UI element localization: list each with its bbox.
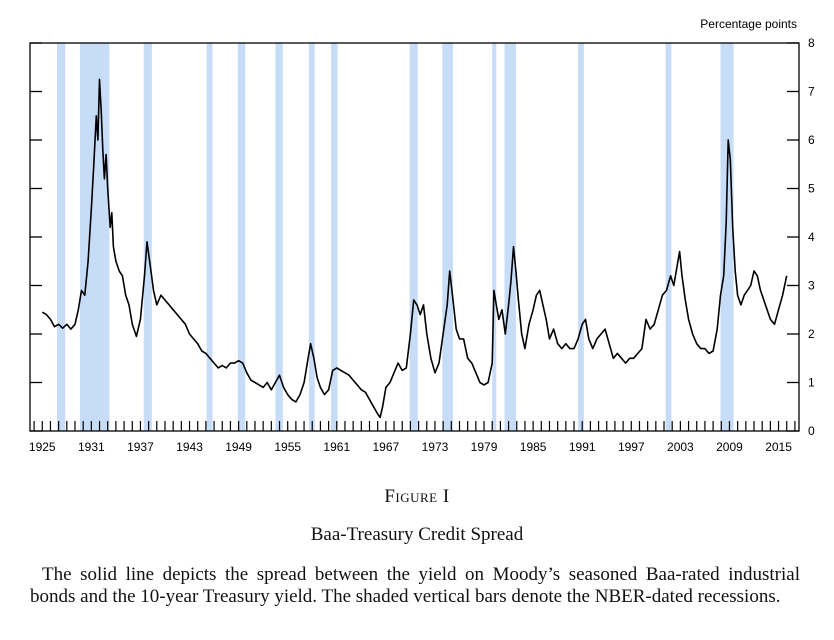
x-tick-label: 1997	[618, 440, 645, 454]
recession-bar-0	[56, 43, 66, 431]
x-tick-label: 1979	[471, 440, 498, 454]
x-tick-label: 2003	[667, 440, 694, 454]
y-tick-label: 0	[808, 424, 815, 438]
recession-bar-6	[308, 43, 315, 431]
y-axis-label: Percentage points	[700, 17, 797, 31]
x-tick-label: 1991	[569, 440, 596, 454]
recession-bar-4	[237, 43, 246, 431]
y-tick-label: 2	[808, 327, 815, 341]
x-tick-label: 1985	[520, 440, 547, 454]
x-axis: 1925 1931 1937 1943 1949 1955 1961 1967 1973 1979…	[29, 421, 796, 454]
y-axis: 0 1 2 3 4 5 6 7 8	[30, 36, 815, 438]
x-tick-label: 2009	[716, 440, 743, 454]
y-tick-label: 3	[808, 279, 815, 293]
y-tick-label: 1	[808, 376, 815, 390]
recession-bar-5	[275, 43, 283, 431]
recession-bar-10	[492, 43, 497, 431]
x-tick-label: 1937	[127, 440, 154, 454]
figure-title: Baa-Treasury Credit Spread	[310, 524, 524, 545]
recession-bar-13	[665, 43, 672, 431]
recession-bar-8	[409, 43, 418, 431]
x-tick-label: 1943	[176, 440, 203, 454]
y-tick-label: 4	[808, 230, 815, 244]
recession-bar-12	[578, 43, 584, 431]
x-tick-label: 1925	[29, 440, 56, 454]
figure-label-text: Figure I	[384, 486, 450, 507]
y-tick-label: 5	[808, 182, 815, 196]
recession-bar-2	[143, 43, 152, 431]
recession-bar-7	[331, 43, 338, 431]
y-tick-label: 7	[808, 85, 815, 99]
recession-bar-9	[442, 43, 453, 431]
figure-description: The solid line depicts the spread betwee…	[30, 564, 800, 607]
x-tick-label: 1961	[323, 440, 350, 454]
x-tick-label: 1973	[422, 440, 449, 454]
figure-label: Figure I	[0, 486, 834, 508]
recession-bar-1	[79, 43, 110, 431]
x-tick-label: 1967	[373, 440, 400, 454]
x-tick-label: 1949	[225, 440, 252, 454]
credit-spread-chart: 1925 1931 1937 1943 1949 1955 1961 1967 1973 1979…	[29, 17, 815, 454]
recession-bar-11	[504, 43, 516, 431]
x-tick-label: 1955	[274, 440, 301, 454]
spread-series-line	[41, 78, 788, 419]
y-tick-label: 6	[808, 133, 815, 147]
recession-bar-3	[206, 43, 213, 431]
recession-bars	[56, 43, 734, 431]
x-tick-label: 1931	[78, 440, 105, 454]
y-tick-label: 8	[808, 36, 815, 50]
x-tick-label: 2015	[765, 440, 792, 454]
recession-bar-14	[720, 43, 734, 431]
